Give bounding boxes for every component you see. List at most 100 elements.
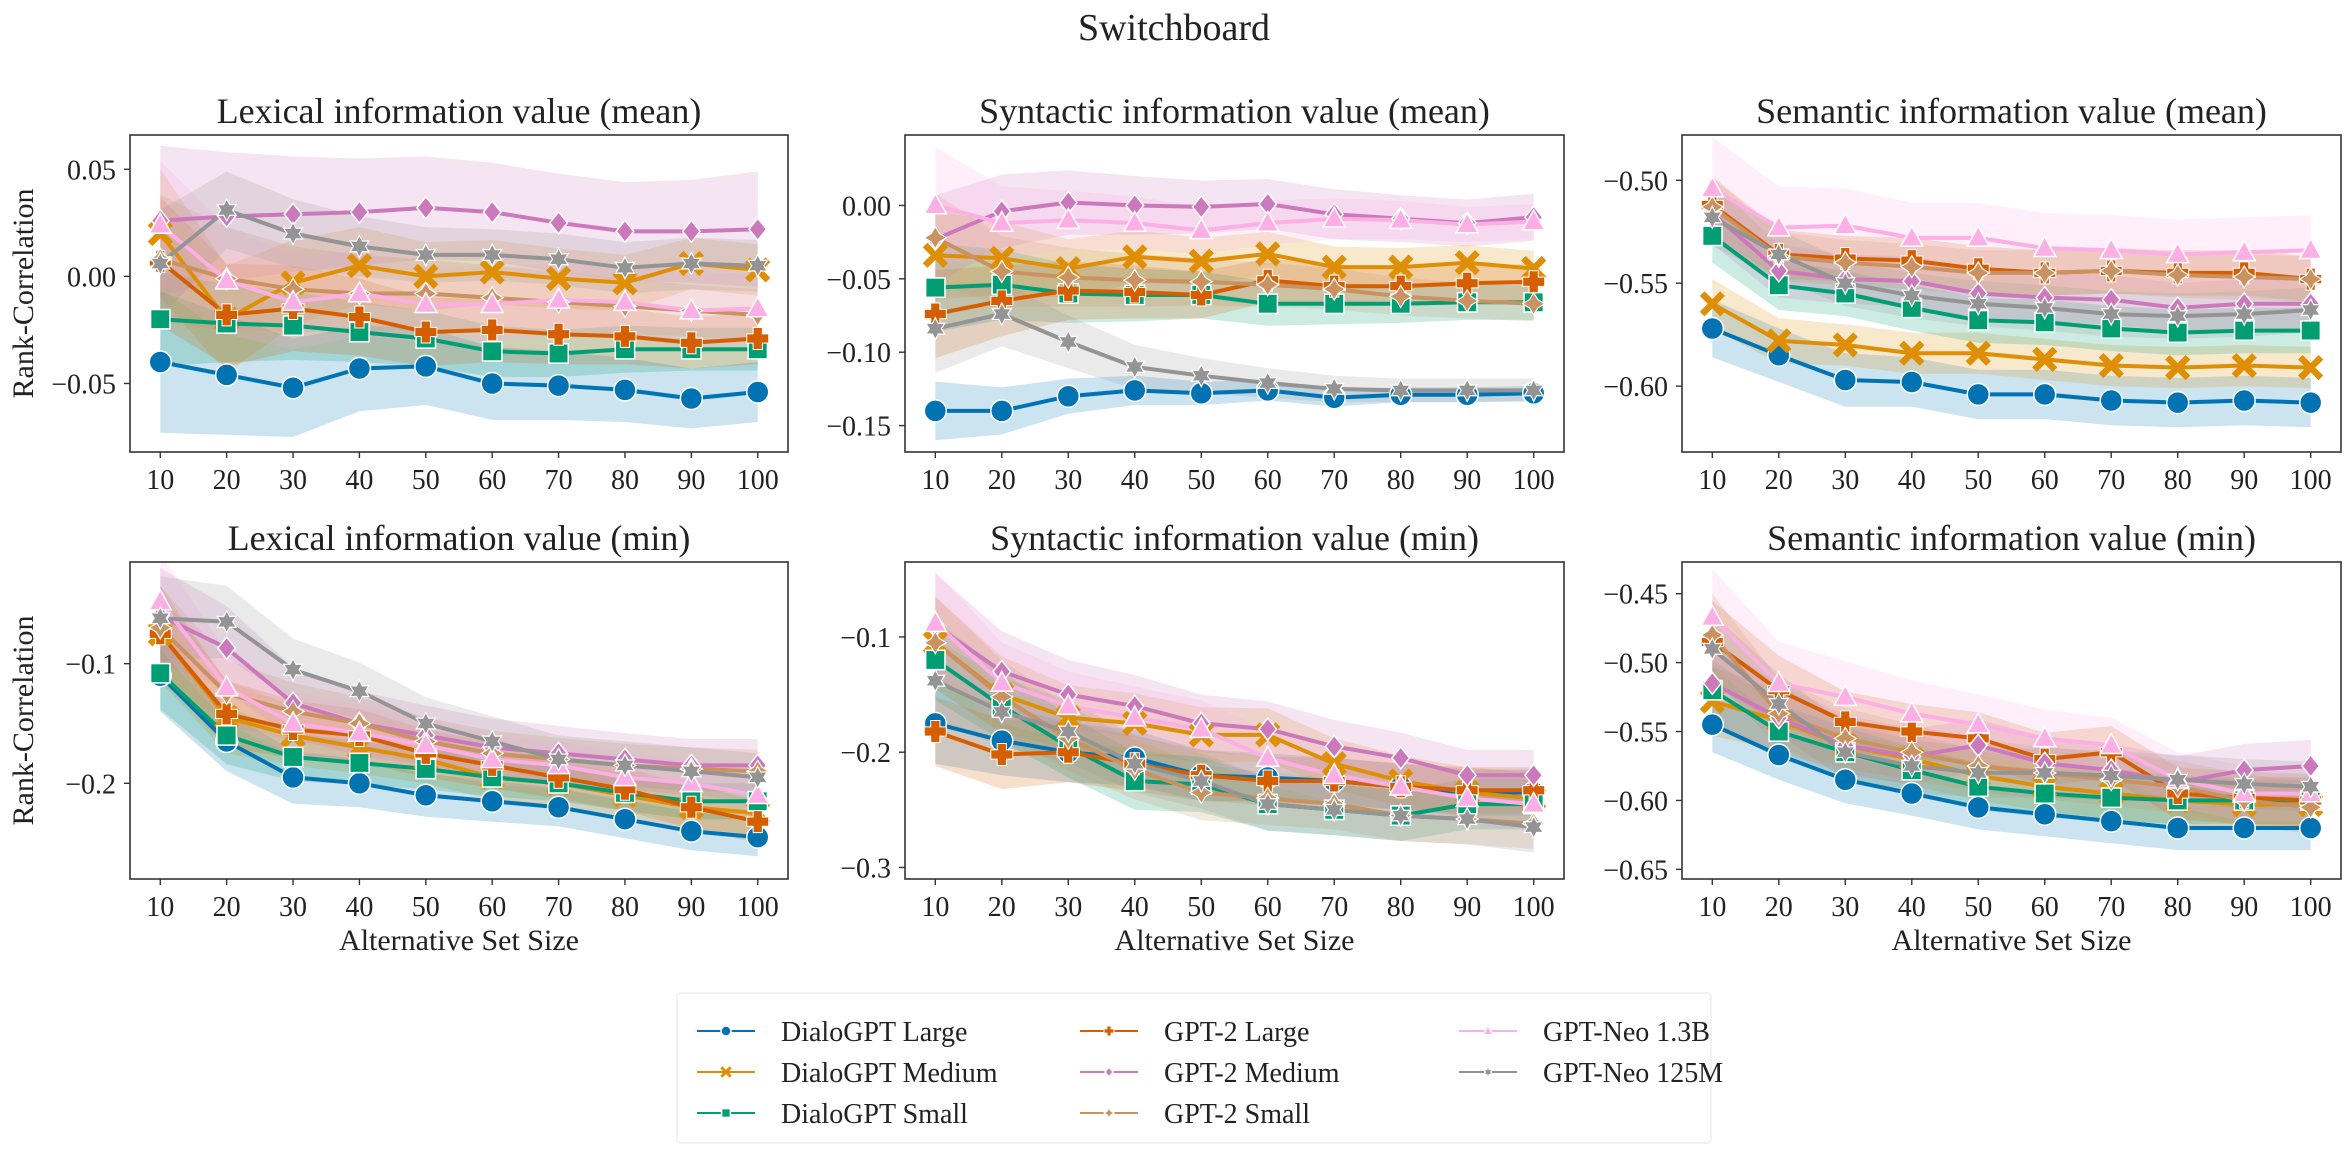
data-point-gpt-2-large <box>613 324 637 348</box>
data-point-gpt-neo-1-3b <box>745 295 771 318</box>
data-point-dialogpt-large <box>990 399 1014 423</box>
data-point-dialogpt-large <box>281 375 305 400</box>
series-line-gpt-2-medium <box>1711 681 2311 785</box>
data-point-gpt-2-small <box>2298 795 2323 820</box>
x-tick-label: 30 <box>1831 892 1859 923</box>
series-line-dialogpt-small <box>160 317 758 356</box>
data-point-gpt-neo-1-3b <box>1188 217 1214 240</box>
data-point-dialogpt-large <box>480 789 504 813</box>
data-point-gpt-2-small <box>2298 266 2323 292</box>
x-tick-label: 80 <box>611 465 639 496</box>
data-point-gpt-neo-125m <box>1523 814 1545 840</box>
x-tick-label: 70 <box>1320 465 1348 496</box>
data-point-dialogpt-medium <box>1899 340 1925 366</box>
y-tick-label: −0.55 <box>1603 269 1668 300</box>
confidence-band-gpt-2-medium <box>1712 182 2311 333</box>
data-point-dialogpt-medium <box>2165 355 2191 381</box>
confidence-band-gpt-neo-125m <box>160 576 758 802</box>
legend-label: DialoGPT Small <box>781 1099 968 1130</box>
data-point-gpt-neo-1-3b <box>1321 762 1347 785</box>
chart-panel-lexical-min: 10 20 30 40 50 60 70 80 90 100 −0.1 −0.2 Lexical inf… <box>7 518 789 957</box>
confidence-band-gpt-2-large <box>935 258 1534 359</box>
plot-area <box>922 146 1547 441</box>
data-point-gpt-neo-1-3b <box>1833 212 1858 235</box>
confidence-band-gpt-neo-125m <box>935 640 1534 853</box>
series-line-gpt-2-large <box>1711 203 2311 282</box>
data-point-gpt-neo-1-3b <box>347 719 372 743</box>
confidence-band-dialogpt-large <box>160 639 758 857</box>
legend-label: DialoGPT Medium <box>781 1058 998 1089</box>
confidence-band-gpt-neo-1-3b <box>935 571 1534 830</box>
y-tick-label: −0.05 <box>826 265 891 296</box>
data-point-gpt-neo-1-3b <box>1056 207 1081 230</box>
data-point-dialogpt-large <box>2298 816 2323 840</box>
chart-panel-semantic-mean: 10 20 30 40 50 60 70 80 90 100 −0.50 −0.55 −0.60 Sema… <box>1603 91 2342 496</box>
confidence-band-gpt-2-large <box>1712 176 2311 302</box>
data-point-gpt-2-medium <box>747 217 768 242</box>
axes-frame <box>129 134 789 453</box>
data-point-gpt-neo-125m <box>348 234 371 259</box>
chart-title: Semantic information value (mean) <box>1756 91 2267 131</box>
data-point-gpt-2-large <box>746 326 770 350</box>
data-point-dialogpt-large <box>745 380 770 404</box>
data-point-gpt-neo-1-3b <box>347 280 372 303</box>
x-tick-label: 70 <box>1320 892 1348 923</box>
legend-marker <box>720 1107 732 1119</box>
data-point-gpt-2-small <box>1455 288 1480 313</box>
series-line-gpt-neo-125m <box>934 312 1534 393</box>
data-point-gpt-neo-1-3b <box>1321 205 1347 228</box>
data-point-dialogpt-large <box>1900 370 1924 394</box>
data-point-gpt-neo-1-3b <box>1965 711 1991 734</box>
data-point-gpt-neo-125m <box>1967 760 1989 786</box>
confidence-band-gpt-neo-125m <box>1712 614 2311 812</box>
data-point-gpt-2-large <box>1455 271 1479 295</box>
series-line-gpt-2-medium <box>159 614 758 768</box>
x-tick-label: 10 <box>146 892 174 923</box>
x-tick-label: 30 <box>1054 465 1082 496</box>
y-tick-label: 0.00 <box>67 262 116 293</box>
axes-frame <box>129 561 789 880</box>
series-line-dialogpt-large <box>1711 326 2311 405</box>
data-point-gpt-neo-125m <box>1390 803 1412 828</box>
data-point-gpt-neo-125m <box>991 699 1013 725</box>
plot-area <box>922 571 1547 853</box>
data-point-dialogpt-small <box>481 340 503 362</box>
chart-title: Lexical information value (min) <box>228 518 691 558</box>
legend-label: GPT-Neo 1.3B <box>1543 1017 1710 1048</box>
x-tick-label: 50 <box>412 892 440 923</box>
data-point-gpt-neo-125m <box>2300 297 2322 323</box>
x-tick-label: 40 <box>1898 892 1926 923</box>
y-tick-label: −0.2 <box>840 738 891 769</box>
data-point-gpt-2-medium <box>1523 763 1544 788</box>
series-line-gpt-2-large <box>934 278 1534 316</box>
data-point-gpt-neo-1-3b <box>2298 237 2323 260</box>
plot-area <box>147 145 771 437</box>
series-line-dialogpt-large <box>158 674 758 840</box>
data-point-gpt-2-small <box>1322 276 1347 302</box>
data-point-gpt-neo-1-3b <box>745 782 771 805</box>
data-point-gpt-neo-1-3b <box>1454 211 1480 234</box>
data-point-gpt-2-medium <box>1390 745 1411 771</box>
data-point-gpt-2-small <box>1189 269 1214 294</box>
confidence-band-gpt-2-medium <box>160 568 758 792</box>
data-point-dialogpt-large <box>214 363 239 387</box>
x-tick-label: 100 <box>737 892 779 923</box>
data-point-dialogpt-medium <box>1832 332 1858 358</box>
data-point-gpt-neo-1-3b <box>923 610 948 633</box>
series-line-gpt-2-medium <box>160 205 758 234</box>
data-point-gpt-neo-125m <box>991 301 1013 327</box>
data-point-dialogpt-small <box>149 308 171 330</box>
series-line-gpt-neo-1-3b <box>934 203 1534 233</box>
chart-title: Syntactic information value (min) <box>990 518 1479 558</box>
data-point-dialogpt-small <box>282 746 304 768</box>
data-point-gpt-neo-1-3b <box>1122 209 1148 233</box>
series-line-dialogpt-medium <box>935 251 1534 271</box>
data-point-gpt-2-small <box>1521 291 1546 316</box>
legend-entry-gpt-2-small: GPT-2 Small <box>1080 1099 1310 1130</box>
series-line-gpt-2-medium <box>1710 211 2311 310</box>
series-line-dialogpt-large <box>159 360 758 401</box>
x-axis-label: Alternative Set Size <box>1892 924 2132 957</box>
x-tick-label: 80 <box>2164 892 2192 923</box>
data-point-gpt-neo-125m <box>1901 753 1923 779</box>
